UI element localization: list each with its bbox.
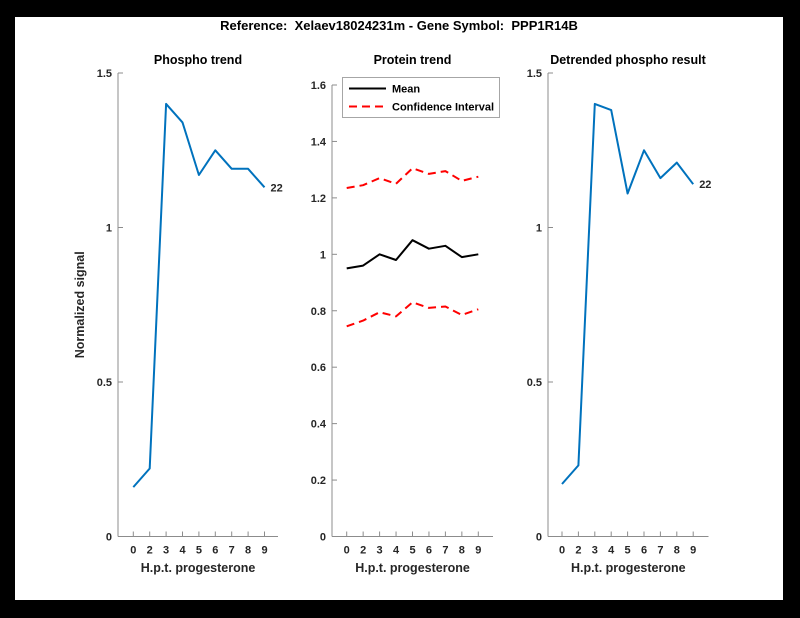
x-tick-label: 3: [377, 545, 383, 557]
y-tick-label: 0: [106, 532, 112, 544]
x-tick-label: 2: [147, 545, 153, 557]
series-line-ci-lower: [346, 301, 479, 328]
x-tick-label: 3: [163, 545, 169, 557]
y-tick-label: 1.6: [311, 80, 326, 92]
y-tick-label: 1.4: [311, 136, 327, 148]
x-tick-label: 2: [575, 545, 581, 557]
x-axis-label: H.p.t. progesterone: [571, 561, 686, 575]
series-line-phospho-signal: [132, 102, 266, 488]
y-tick-label: 1.5: [527, 68, 542, 80]
x-tick-label: 7: [229, 545, 235, 557]
subplot-title: Detrended phospho result: [550, 53, 706, 67]
x-tick-label: 6: [426, 545, 432, 557]
y-tick-label: 1: [320, 249, 326, 261]
subplot-2: 00.20.40.60.811.21.41.60 2 3 4 5 6 7 8 9Protein …: [311, 53, 500, 575]
x-tick-label: 2: [360, 545, 366, 557]
y-tick-label: 0: [320, 532, 326, 544]
y-tick-label: 0.5: [97, 377, 112, 389]
y-tick-label: 0.5: [527, 377, 542, 389]
x-tick-label: 5: [196, 545, 202, 557]
x-tick-label: 9: [261, 545, 267, 557]
x-tick-label: 4: [393, 545, 400, 557]
legend-label: Mean: [392, 84, 420, 96]
x-tick-label: 7: [657, 545, 663, 557]
x-tick-label: 8: [459, 545, 465, 557]
x-tick-label: 0: [344, 545, 350, 557]
y-tick-label: 0: [536, 532, 542, 544]
x-tick-label: 3: [592, 545, 598, 557]
x-tick-label: 4: [608, 545, 615, 557]
figure-title: Reference: Xelaev18024231m - Gene Symbol…: [220, 18, 578, 33]
y-tick-label: 0.4: [311, 419, 327, 431]
x-axis-label: H.p.t. progesterone: [141, 561, 256, 575]
series-line-mean: [346, 239, 479, 270]
y-tick-label: 1: [536, 223, 542, 235]
legend: Mean Confidence Interval: [342, 77, 500, 118]
x-tick-label: 8: [674, 545, 680, 557]
y-tick-label: 1.2: [311, 193, 326, 205]
x-tick-label: 0: [130, 545, 136, 557]
subplot-title: Phospho trend: [154, 53, 242, 67]
x-axis-label: H.p.t. progesterone: [355, 561, 470, 575]
x-tick-label: 6: [641, 545, 647, 557]
series-line-ci-upper: [346, 167, 479, 189]
series-line-detrended-phospho: [561, 102, 694, 485]
legend-box: [342, 77, 500, 118]
y-axis-label: Normalized signal: [73, 251, 87, 358]
y-tick-label: 1: [106, 223, 112, 235]
figure-canvas: Reference: Xelaev18024231m - Gene Symbol…: [15, 17, 783, 600]
endpoint-annotation: 22: [271, 182, 283, 194]
y-tick-label: 0.8: [311, 306, 326, 318]
x-tick-label: 7: [442, 545, 448, 557]
y-tick-label: 0.2: [311, 475, 326, 487]
x-tick-label: 5: [409, 545, 415, 557]
y-tick-label: 0.6: [311, 362, 326, 374]
x-tick-label: 9: [475, 545, 481, 557]
x-tick-label: 9: [690, 545, 696, 557]
y-tick-label: 1.5: [97, 68, 112, 80]
x-tick-label: 4: [179, 545, 186, 557]
x-tick-label: 6: [212, 545, 218, 557]
x-tick-label: 0: [559, 545, 565, 557]
x-tick-label: 5: [625, 545, 631, 557]
endpoint-annotation: 22: [699, 179, 711, 191]
x-tick-label: 8: [245, 545, 251, 557]
subplot-title: Protein trend: [374, 53, 452, 67]
legend-label: Confidence Interval: [392, 102, 494, 114]
